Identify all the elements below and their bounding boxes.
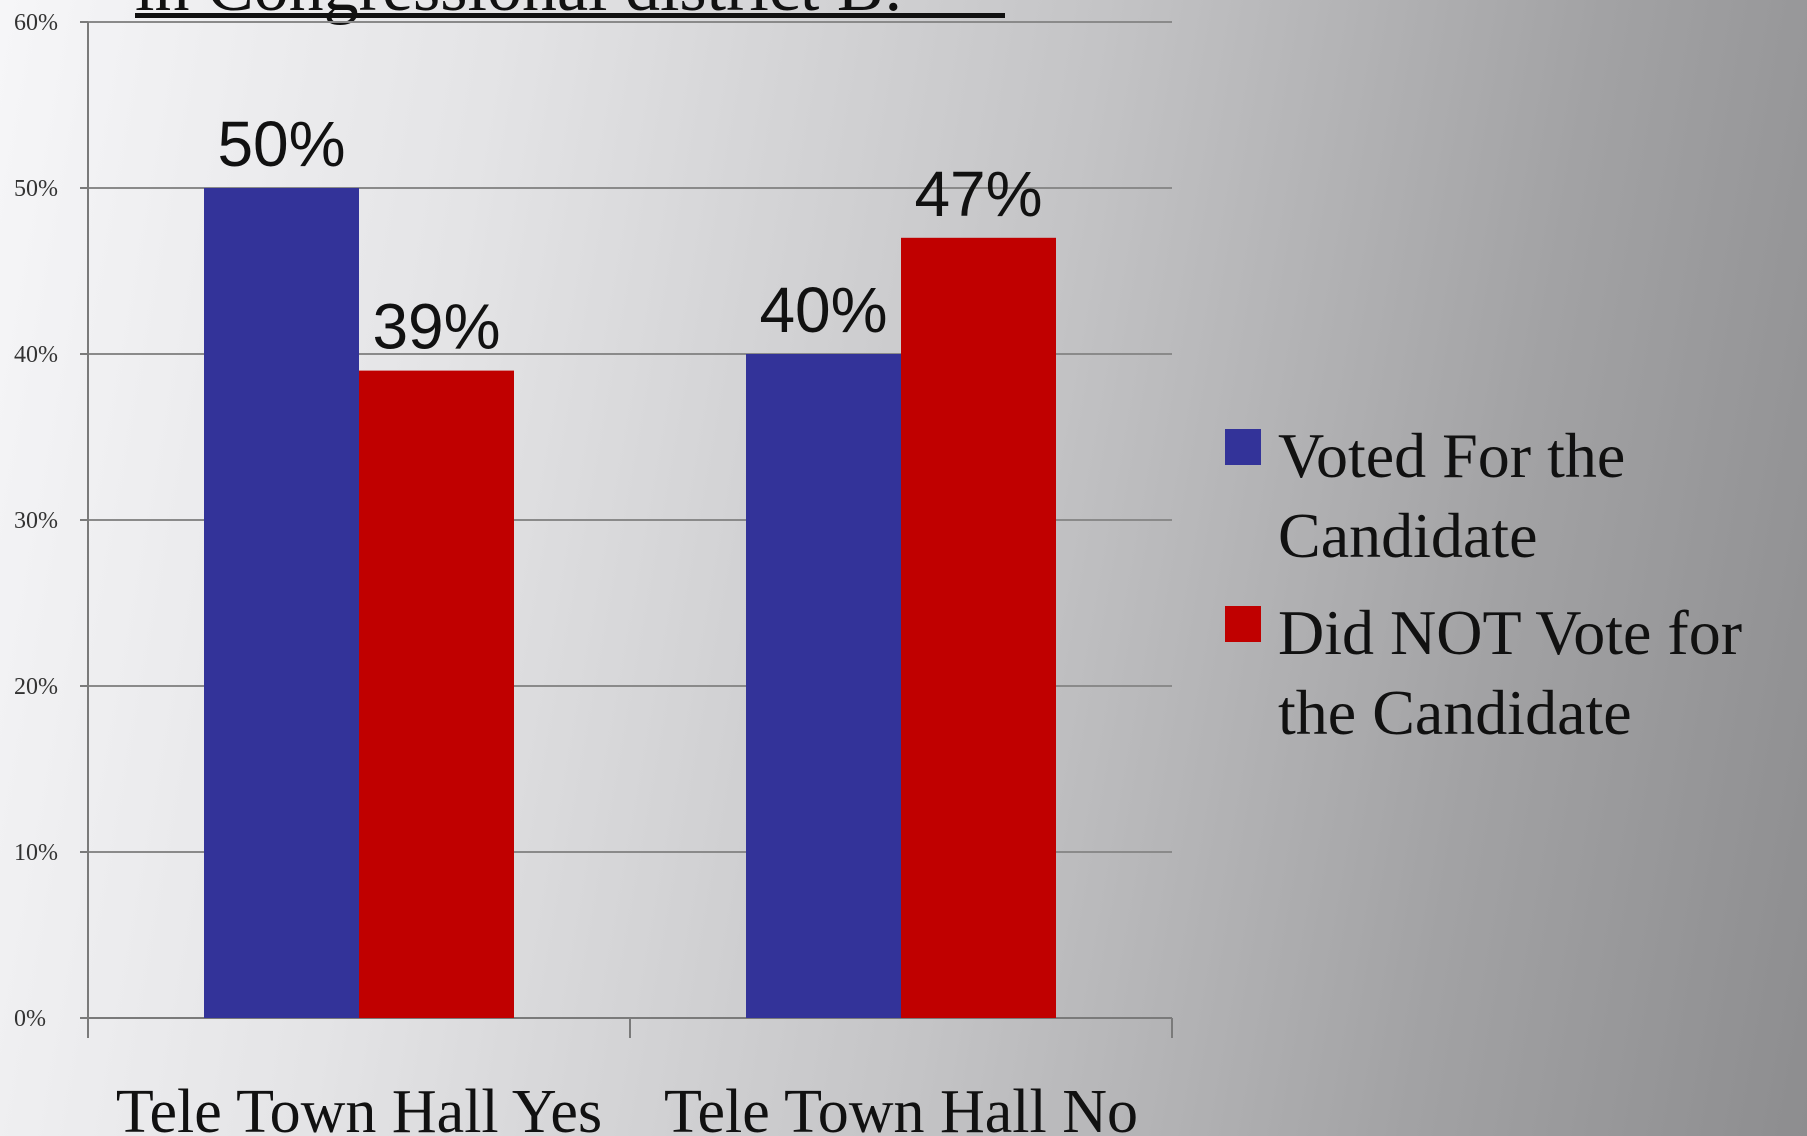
legend: Voted For the Candidate Did NOT Vote for th… [1225,420,1742,748]
data-labels: 50% 39% 40% 47% [217,108,1042,363]
y-tick-label: 50% [14,176,58,202]
y-tick-label: 20% [14,674,58,700]
chart-title-underline [135,13,1005,18]
legend-swatch [1225,429,1261,465]
data-label: 50% [217,108,345,180]
bar [746,354,901,1018]
x-axis-labels: Tele Town Hall Yes Tele Town Hall No [116,1078,1138,1136]
y-axis-ticks: 0% 10% 20% 30% 40% 50% 60% [14,10,88,1032]
bar [204,188,359,1018]
bars [204,188,1056,1019]
y-tick-label: 40% [14,342,58,368]
legend-swatch [1225,606,1261,642]
data-label: 39% [372,291,500,363]
bar [901,237,1056,1019]
y-tick-label: 60% [14,10,58,36]
data-label: 47% [914,158,1042,230]
bar [359,370,514,1019]
data-label: 40% [759,274,887,346]
y-tick-label: 30% [14,508,58,534]
y-tick-label: 0% [14,1006,46,1032]
y-tick-label: 10% [14,840,58,866]
legend-label: the Candidate [1278,677,1632,748]
x-tick-label: Tele Town Hall No [664,1078,1138,1136]
legend-label: Did NOT Vote for [1278,597,1742,668]
legend-label: Voted For the [1278,420,1625,491]
legend-label: Candidate [1278,500,1537,571]
x-tick-label: Tele Town Hall Yes [116,1078,602,1136]
